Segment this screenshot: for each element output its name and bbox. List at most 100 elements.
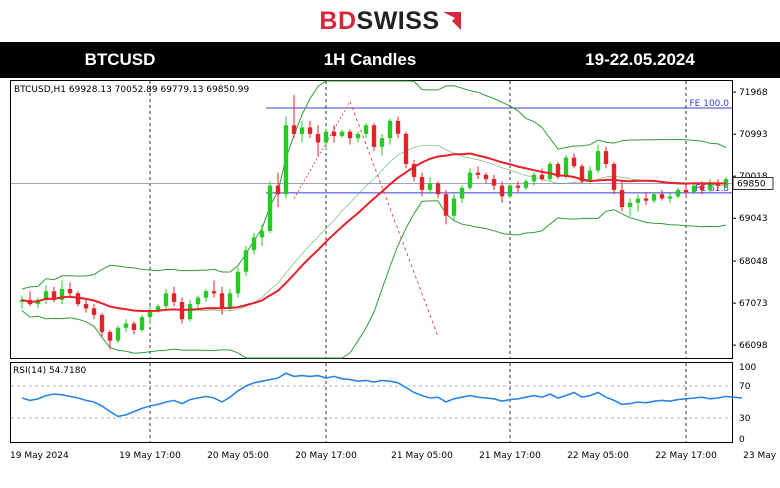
candle-body: [707, 183, 713, 190]
candle-body: [227, 293, 233, 309]
candle-body: [499, 185, 505, 197]
candle-body: [315, 133, 321, 143]
candle-body: [195, 297, 201, 305]
time-label: 20 May 05:00: [207, 451, 269, 461]
candle-body: [155, 306, 161, 311]
candle-body: [387, 120, 393, 139]
candle-body: [115, 327, 121, 341]
rsi-axis-label: 30: [739, 414, 751, 424]
candle-body: [643, 198, 649, 201]
candle-body: [467, 172, 473, 188]
candle-body: [235, 271, 241, 294]
candle-body: [635, 198, 641, 203]
chart-header: BTCUSD,H1 69928.13 70052.89 69779.13 698…: [14, 85, 250, 95]
fib-label: FE 100.0: [690, 99, 730, 109]
candle-body: [347, 131, 353, 139]
candle-body: [131, 323, 137, 330]
price-tick-label: 67073: [739, 299, 768, 309]
candle-body: [571, 157, 577, 167]
brand-arrow-icon: [442, 12, 461, 30]
price-tick-label: 68048: [739, 257, 768, 267]
candle-body: [139, 317, 145, 330]
brand-bd: BD: [319, 6, 357, 35]
rsi-axis-label: 70: [739, 382, 751, 392]
candle-body: [523, 181, 529, 188]
last-price-tag: [732, 177, 774, 190]
candle-body: [19, 299, 25, 302]
brand-swiss: SWISS: [356, 6, 440, 35]
time-label: 21 May 05:00: [391, 451, 453, 461]
candle-body: [611, 164, 617, 190]
candle-body: [443, 194, 449, 216]
candle-body: [99, 314, 105, 333]
candle-body: [507, 185, 513, 197]
candle-body: [275, 185, 281, 195]
banner-dates: 19-22.05.2024: [585, 50, 695, 69]
candle-body: [219, 293, 225, 309]
candle-body: [547, 164, 553, 180]
candle-body: [363, 125, 369, 134]
fib-projection-line: [349, 101, 439, 337]
candle-body: [43, 291, 49, 300]
time-label: 19 May 2024: [10, 451, 69, 461]
candle-body: [187, 304, 193, 320]
candle-body: [171, 293, 177, 302]
rsi-label: RSI(14) 54.7180: [13, 366, 86, 376]
time-label: 23 May 05:00: [743, 451, 778, 461]
candle-body: [371, 125, 377, 147]
candle-body: [331, 131, 337, 136]
candle-body: [291, 125, 297, 134]
candle-body: [355, 133, 361, 139]
candle-body: [723, 179, 729, 186]
candle-body: [251, 237, 257, 251]
candle-body: [595, 151, 601, 171]
candle-body: [531, 174, 537, 182]
candle-body: [67, 289, 73, 294]
candle-body: [483, 174, 489, 180]
candle-body: [651, 194, 657, 201]
last-price-label: 69850: [737, 179, 766, 189]
candle-body: [555, 164, 561, 177]
bollinger-middle: [21, 145, 727, 312]
chart-svg: FE 100.0FE 61.8 RSI(14) 54.718010070300 …: [10, 80, 780, 461]
candle-body: [259, 230, 265, 238]
candle-body: [411, 164, 417, 177]
candle-body: [691, 185, 697, 193]
candle-body: [211, 291, 217, 294]
candle-body: [579, 166, 585, 182]
time-label: 22 May 17:00: [655, 451, 717, 461]
banner-symbol: BTCUSD: [84, 50, 156, 69]
rsi-panel-frame: [10, 362, 733, 443]
candle-body: [123, 323, 129, 328]
candle-body: [435, 183, 441, 195]
candle-body: [491, 179, 497, 186]
price-chart: FE 100.0FE 61.8 RSI(14) 54.718010070300 …: [10, 80, 780, 483]
time-label: 20 May 17:00: [295, 451, 357, 461]
price-tick-label: 70993: [739, 130, 768, 140]
candle-body: [459, 187, 465, 199]
candle-body: [339, 131, 345, 136]
candle-body: [107, 332, 113, 341]
candle-body: [267, 185, 273, 231]
time-label: 22 May 05:00: [567, 451, 629, 461]
candle-body: [427, 183, 433, 190]
candle-body: [539, 174, 545, 180]
bollinger-lower: [21, 200, 727, 359]
candle-body: [203, 291, 209, 298]
rsi-axis-label: 100: [739, 363, 756, 373]
brand-logo: BDSWISS: [0, 0, 780, 42]
candle-body: [91, 308, 97, 315]
candle-body: [147, 310, 153, 318]
candle-body: [475, 172, 481, 175]
banner-timeframe: 1H Candles: [323, 50, 417, 69]
rsi-line: [21, 372, 743, 418]
candle-body: [403, 133, 409, 165]
price-tick-label: 71968: [739, 88, 768, 98]
candle-body: [715, 183, 721, 186]
candle-body: [299, 127, 305, 134]
candle-body: [163, 293, 169, 307]
candle-body: [243, 250, 249, 272]
candle-body: [619, 189, 625, 208]
fib-projection-line: [293, 101, 351, 199]
title-banner: BTCUSD 1H Candles 19-22.05.2024: [0, 42, 780, 78]
